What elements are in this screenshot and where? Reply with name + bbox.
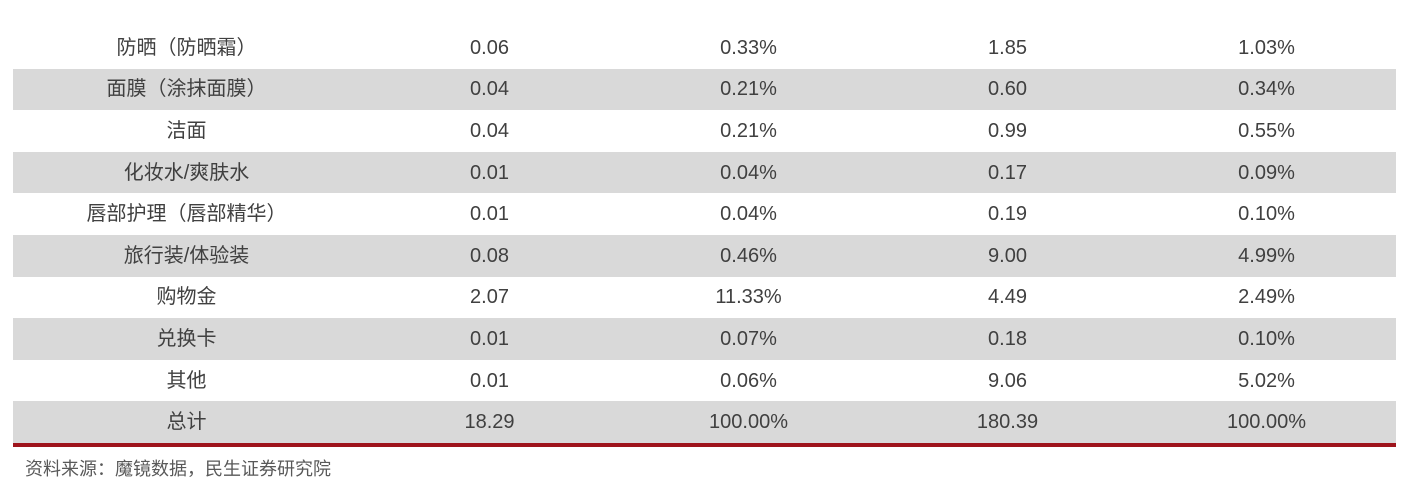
category-cell: 兑换卡 [156, 327, 217, 350]
value-cell: 0.99 [988, 119, 1027, 142]
value-cell: 100.00% [1227, 411, 1306, 434]
table-row: 洁面 0.04 0.21% 0.99 0.55% [13, 110, 1396, 152]
category-cell: 购物金 [156, 286, 217, 309]
table-row: 兑换卡 0.01 0.07% 0.18 0.10% [13, 318, 1396, 360]
value-cell: 9.06 [988, 369, 1027, 392]
table-row: 其他 0.01 0.06% 9.06 5.02% [13, 360, 1396, 402]
value-cell: 180.39 [976, 411, 1039, 434]
value-cell: 1.85 [988, 36, 1027, 59]
value-cell: 0.06% [720, 369, 777, 392]
value-cell: 0.01 [470, 203, 509, 226]
value-cell: 1.03% [1238, 36, 1295, 59]
value-cell: 0.04% [720, 203, 777, 226]
value-cell: 0.01 [470, 327, 509, 350]
value-cell: 5.02% [1238, 369, 1295, 392]
value-cell: 0.18 [988, 327, 1027, 350]
category-cell: 总计 [166, 411, 207, 434]
value-cell: 0.04 [470, 119, 509, 142]
value-cell: 0.08 [470, 244, 509, 267]
value-cell: 18.29 [464, 411, 515, 434]
source-note: 资料来源：魔镜数据，民生证券研究院 [25, 459, 331, 479]
value-cell: 0.09% [1238, 161, 1295, 184]
value-cell: 0.10% [1238, 327, 1295, 350]
value-cell: 0.21% [720, 78, 777, 101]
table-row: 面膜（涂抹面膜） 0.04 0.21% 0.60 0.34% [13, 68, 1396, 111]
value-cell: 9.00 [988, 244, 1027, 267]
value-cell: 100.00% [709, 411, 788, 434]
table-row: 购物金 2.07 11.33% 4.49 2.49% [13, 277, 1396, 319]
value-cell: 0.01 [470, 161, 509, 184]
table-row: 防晒（防晒霜） 0.06 0.33% 1.85 1.03% [13, 27, 1396, 69]
value-cell: 2.49% [1238, 286, 1295, 309]
value-cell: 0.34% [1238, 78, 1295, 101]
value-cell: 0.55% [1238, 119, 1295, 142]
data-table: 防晒（防晒霜） 0.06 0.33% 1.85 1.03% 面膜（涂抹面膜） 0… [13, 27, 1396, 447]
value-cell: 2.07 [470, 286, 509, 309]
table-row: 旅行装/体验装 0.08 0.46% 9.00 4.99% [13, 234, 1396, 277]
value-cell: 0.07% [720, 327, 777, 350]
category-cell: 唇部护理（唇部精华） [86, 203, 287, 226]
value-cell: 0.46% [720, 244, 777, 267]
value-cell: 4.99% [1238, 244, 1295, 267]
category-cell: 化妆水/爽肤水 [123, 161, 250, 184]
category-cell: 洁面 [166, 119, 207, 142]
value-cell: 0.21% [720, 119, 777, 142]
category-cell: 旅行装/体验装 [123, 244, 250, 267]
value-cell: 0.10% [1238, 203, 1295, 226]
value-cell: 4.49 [988, 286, 1027, 309]
value-cell: 0.01 [470, 369, 509, 392]
category-cell: 其他 [166, 369, 207, 392]
value-cell: 0.04 [470, 78, 509, 101]
table-row: 唇部护理（唇部精华） 0.01 0.04% 0.19 0.10% [13, 193, 1396, 235]
value-cell: 0.19 [988, 203, 1027, 226]
value-cell: 0.60 [988, 78, 1027, 101]
category-cell: 防晒（防晒霜） [116, 36, 257, 59]
table-row: 化妆水/爽肤水 0.01 0.04% 0.17 0.09% [13, 151, 1396, 194]
table-row-total: 总计 18.29 100.00% 180.39 100.00% [13, 401, 1396, 443]
value-cell: 0.17 [988, 161, 1027, 184]
category-cell: 面膜（涂抹面膜） [106, 78, 267, 101]
value-cell: 11.33% [715, 286, 782, 309]
table-bottom-rule [13, 442, 1396, 447]
value-cell: 0.06 [470, 36, 509, 59]
value-cell: 0.04% [720, 161, 777, 184]
value-cell: 0.33% [720, 36, 777, 59]
